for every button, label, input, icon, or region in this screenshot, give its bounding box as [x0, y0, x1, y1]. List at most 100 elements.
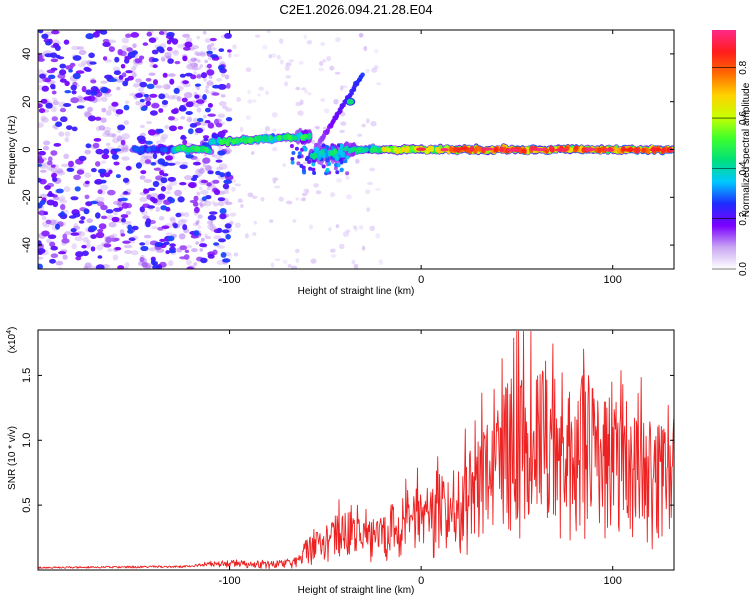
spectrogram-cell	[233, 53, 240, 58]
spectrogram-cell	[76, 46, 84, 50]
spectrogram-cell	[163, 147, 168, 153]
spectrogram-cell	[175, 212, 182, 218]
spectrogram-cell	[243, 137, 248, 145]
spectrogram-cell	[274, 185, 281, 189]
spectrogram-cell	[70, 228, 77, 233]
spectrogram-cell	[85, 33, 94, 40]
spectrogram-cell	[62, 254, 68, 260]
spectrogram-cell	[125, 165, 132, 171]
spectrogram-cell	[357, 133, 363, 137]
spectrogram-cell	[105, 209, 114, 214]
spectrogram-cell	[224, 74, 230, 80]
spectrogram-cell	[206, 182, 212, 187]
spectrogram-cell	[285, 62, 292, 67]
spectrogram-cell	[185, 101, 194, 108]
spectrogram-cell	[290, 160, 295, 165]
spectrogram-cell	[50, 164, 56, 168]
spectrogram-cell	[207, 170, 214, 175]
spectrogram-cell	[45, 40, 52, 46]
spectrogram-cell	[84, 194, 90, 200]
spectrogram-cell	[199, 52, 206, 57]
spectrogram-cell	[161, 225, 170, 229]
spectrogram-cell	[297, 110, 304, 116]
spectrogram-cell	[75, 70, 85, 74]
spectrogram-cell	[158, 216, 165, 221]
spectrogram-cell	[122, 177, 130, 183]
spectrogram-cell	[111, 133, 117, 139]
spectrogram-cell	[70, 232, 80, 236]
spectrogram-cell	[59, 199, 68, 204]
spectrogram-cell	[358, 225, 364, 230]
spectrogram-cell	[50, 86, 56, 90]
spectrogram-cell	[297, 154, 302, 159]
spectrogram-cell	[167, 162, 176, 166]
spectrogram-cell	[306, 133, 311, 140]
spectrogram-cell	[375, 188, 381, 191]
spectrogram-cell	[257, 93, 261, 97]
spectrogram-cell	[45, 102, 53, 109]
colorbar-gradient	[712, 30, 736, 269]
spectrogram-cell	[185, 154, 194, 159]
spectrogram-cell	[190, 45, 200, 50]
spectrogram-cell	[71, 243, 77, 250]
spectrogram-cell	[228, 52, 232, 58]
spectrogram-cell	[83, 96, 92, 101]
spectrogram-cell	[48, 74, 56, 80]
spectrogram-cell	[345, 194, 352, 200]
spectrogram-cell	[234, 222, 241, 228]
spectrogram-cell	[105, 110, 112, 116]
spectrogram-cell	[216, 166, 224, 171]
spectrogram-cell	[100, 86, 109, 94]
spectrogram-cell	[50, 67, 58, 71]
spectrogram-cell	[119, 197, 128, 202]
spectrogram-cell	[122, 80, 129, 87]
spectrogram-cell	[145, 222, 151, 228]
spectrogram-cell	[264, 126, 271, 131]
spectrogram-cell	[218, 48, 225, 52]
spectrogram-cell	[160, 205, 168, 211]
spectrogram-cell	[115, 174, 121, 179]
spectrogram-cell	[102, 41, 111, 47]
spectrogram-cell	[61, 238, 70, 244]
spectrogram-cell	[343, 159, 348, 164]
colorbar: 0.0 0.2 0.4 0.6 0.8 Normalized spectral ampl…	[712, 30, 750, 276]
spectrogram-cell	[83, 208, 90, 215]
spectrogram-cell	[174, 189, 182, 197]
spectrogram-cell	[225, 117, 233, 122]
spectrogram-cell	[320, 98, 325, 102]
spectrogram-cell	[149, 93, 158, 98]
spectrogram-cell	[112, 254, 119, 261]
spectrogram-cell	[139, 175, 146, 180]
spectrogram-cell	[70, 84, 77, 91]
spectrogram-cell	[45, 219, 52, 225]
spectrogram-cell	[130, 32, 140, 38]
spectrogram-cell	[202, 157, 211, 164]
spectrogram-cell	[140, 170, 147, 175]
spectrogram-cell	[100, 117, 107, 123]
spectrogram-cell	[187, 116, 193, 123]
spectrogram-cell	[43, 211, 48, 216]
colorbar-tick-label: 0.6	[738, 111, 749, 125]
spectrogram-cell	[195, 99, 205, 104]
spectrogram-cell	[335, 170, 340, 175]
spectrogram-cell	[127, 224, 133, 231]
spectrogram-cell	[98, 223, 107, 230]
spectrogram-cell	[365, 189, 371, 194]
spectrogram-cell	[219, 172, 225, 178]
spectrogram-cell	[160, 133, 169, 140]
spectrogram-cell	[198, 95, 203, 100]
spectrogram-cell	[181, 144, 186, 151]
spectrogram-cell	[295, 258, 300, 263]
spectrogram-cell	[120, 139, 126, 146]
snr-x-label: Height of straight line (km)	[298, 585, 415, 596]
spectrogram-cell	[247, 192, 254, 198]
spectrogram-cell	[151, 49, 159, 55]
spectrogram-cell	[120, 214, 129, 219]
spectrogram-cell	[81, 250, 89, 257]
spectrogram-cell	[167, 73, 176, 77]
spectrogram-cell	[205, 107, 211, 113]
spectrogram-cell	[116, 135, 122, 142]
spectrogram-cell	[146, 147, 151, 153]
spectrogram-cell	[311, 167, 316, 172]
